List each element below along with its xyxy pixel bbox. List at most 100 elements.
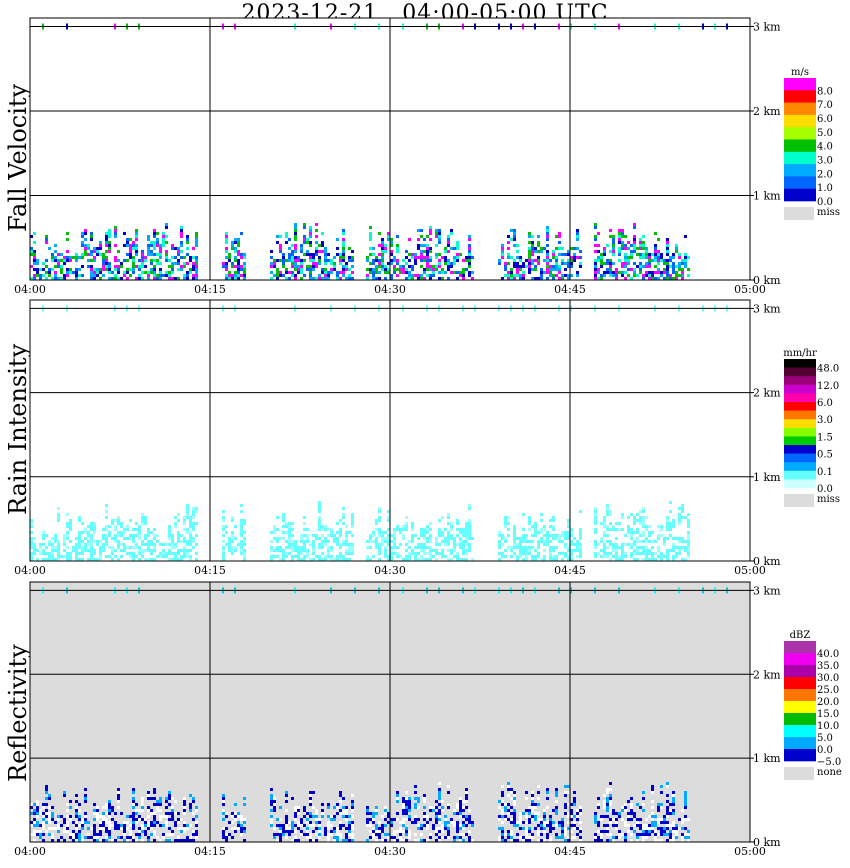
echo-cell [639,534,642,537]
echo-cell [516,558,519,561]
echo-cell [555,812,558,815]
echo-cell [348,274,351,277]
echo-cell [672,262,675,265]
echo-cell [675,250,678,253]
echo-cell [627,818,630,821]
echo-cell [396,552,399,555]
echo-cell [132,552,135,555]
echo-cell [285,809,288,812]
echo-cell [192,516,195,519]
echo-cell [324,271,327,274]
echo-cell [156,274,159,277]
echo-cell [150,797,153,800]
echo-cell [561,833,564,836]
echo-cell [33,253,36,256]
echo-cell [345,818,348,821]
echo-cell [141,253,144,256]
echo-cell [663,833,666,836]
echo-cell [651,812,654,815]
colorbar-label: 6.0 [817,398,833,409]
echo-cell [159,256,162,259]
echo-cell [567,274,570,277]
echo-cell [405,558,408,561]
echo-cell [684,797,687,800]
echo-cell [90,271,93,274]
echo-cell [183,800,186,803]
echo-cell [90,277,93,280]
echo-cell [315,265,318,268]
echo-cell [69,256,72,259]
echo-cell [102,824,105,827]
echo-cell [612,818,615,821]
echo-cell [300,534,303,537]
echo-cell [531,815,534,818]
echo-cell [180,256,183,259]
echo-cell [315,818,318,821]
colorbar-label: 30.0 [817,673,839,684]
echo-cell [654,830,657,833]
echo-cell [51,549,54,552]
echo-cell [636,803,639,806]
echo-cell [189,839,192,842]
echo-cell [222,833,225,836]
echo-cell [546,534,549,537]
echo-cell [531,268,534,271]
echo-cell [75,806,78,809]
echo-cell [222,836,225,839]
echo-cell [117,797,120,800]
echo-cell [501,803,504,806]
echo-cell [330,833,333,836]
echo-cell [636,513,639,516]
echo-cell [336,271,339,274]
echo-cell [579,809,582,812]
echo-cell [576,229,579,232]
echo-cell [231,519,234,522]
echo-cell [66,552,69,555]
echo-cell [624,803,627,806]
echo-cell [570,552,573,555]
echo-cell [546,821,549,824]
echo-cell [447,522,450,525]
echo-cell [276,241,279,244]
echo-cell [378,549,381,552]
colorbar-swatch [784,78,816,91]
echo-cell [624,824,627,827]
echo-cell [177,558,180,561]
echo-cell [279,833,282,836]
echo-cell [396,528,399,531]
echo-cell [276,833,279,836]
echo-cell [222,818,225,821]
echo-cell [84,238,87,241]
echo-cell [549,540,552,543]
echo-cell [447,235,450,238]
echo-cell [171,265,174,268]
echo-cell [549,268,552,271]
echo-cell [561,540,564,543]
echo-cell [540,833,543,836]
colorbar-swatch [784,384,816,394]
echo-cell [408,555,411,558]
echo-cell [285,268,288,271]
echo-cell [390,259,393,262]
echo-cell [567,555,570,558]
echo-cell [168,797,171,800]
echo-cell [444,555,447,558]
echo-cell [279,537,282,540]
echo-cell [375,528,378,531]
echo-cell [153,546,156,549]
echo-cell [141,555,144,558]
echo-cell [570,259,573,262]
echo-cell [579,552,582,555]
echo-cell [684,803,687,806]
echo-cell [639,262,642,265]
colorbar-swatch [784,151,816,165]
echo-cell [222,540,225,543]
echo-cell [468,830,471,833]
echo-cell [132,818,135,821]
echo-cell [312,552,315,555]
echo-cell [48,806,51,809]
echo-cell [291,253,294,256]
echo-cell [135,247,138,250]
echo-cell [642,256,645,259]
echo-cell [78,552,81,555]
